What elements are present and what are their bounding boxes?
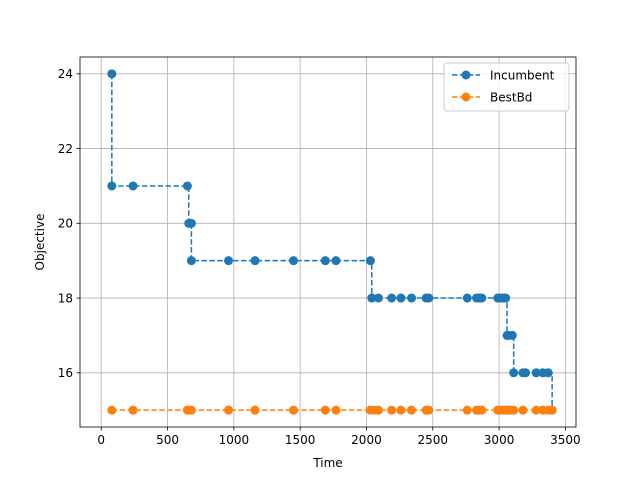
data-point — [128, 181, 138, 191]
data-point — [462, 293, 472, 303]
x-tick-label: 1000 — [219, 433, 250, 447]
data-point — [407, 405, 417, 415]
data-point — [531, 405, 541, 415]
data-point — [424, 293, 434, 303]
y-tick-label: 24 — [58, 67, 73, 81]
data-point — [367, 293, 377, 303]
x-tick-label: 2500 — [417, 433, 448, 447]
data-point — [186, 405, 196, 415]
data-point — [477, 405, 487, 415]
y-tick-label: 20 — [58, 217, 73, 231]
data-point — [224, 405, 234, 415]
plot-area — [80, 57, 576, 427]
x-tick-label: 2000 — [351, 433, 382, 447]
data-point — [531, 368, 541, 378]
series-incumbent — [107, 69, 557, 415]
legend-box — [443, 62, 570, 112]
series-bestbd — [107, 405, 557, 415]
data-point — [250, 256, 260, 266]
x-tick-label: 1500 — [285, 433, 316, 447]
legend-label: BestBd — [490, 90, 532, 104]
y-axis-label: Objective — [33, 214, 47, 271]
x-axis-ticks: 0 500 1000 1500 2000 2500 3000 3500 — [97, 427, 581, 447]
data-point — [320, 405, 330, 415]
data-point — [396, 405, 406, 415]
x-tick-label: 500 — [156, 433, 179, 447]
data-point — [224, 256, 234, 266]
x-axis-label: Time — [312, 456, 342, 470]
data-point — [396, 293, 406, 303]
data-point — [107, 69, 117, 79]
data-point — [547, 405, 557, 415]
y-tick-label: 18 — [58, 291, 73, 305]
y-tick-label: 22 — [58, 142, 73, 156]
data-point — [365, 256, 375, 266]
data-point — [477, 293, 487, 303]
plot-frame — [79, 56, 577, 428]
data-point — [289, 405, 299, 415]
data-point — [407, 293, 417, 303]
data-point — [501, 293, 511, 303]
data-point — [289, 256, 299, 266]
y-tick-label: 16 — [58, 366, 73, 380]
x-tick-label: 3000 — [484, 433, 515, 447]
data-point — [373, 293, 383, 303]
data-point — [186, 218, 196, 228]
legend: Incumbent BestBd — [443, 62, 570, 112]
data-point — [331, 256, 341, 266]
data-point — [462, 405, 472, 415]
data-point — [250, 405, 260, 415]
legend-swatch-marker — [461, 70, 471, 80]
data-point — [509, 405, 519, 415]
data-point — [182, 181, 192, 191]
data-point — [107, 405, 117, 415]
data-point — [387, 405, 397, 415]
series-line — [111, 73, 553, 411]
data-point — [387, 293, 397, 303]
series-layer — [107, 69, 557, 415]
data-point — [518, 405, 528, 415]
data-point — [424, 405, 434, 415]
data-point — [507, 330, 517, 340]
legend-swatch-marker — [461, 92, 471, 102]
y-axis-ticks: 16 18 20 22 24 — [58, 67, 80, 380]
legend-label: Incumbent — [490, 68, 555, 82]
data-point — [509, 368, 519, 378]
x-tick-label: 3500 — [550, 433, 581, 447]
data-point — [373, 405, 383, 415]
data-point — [186, 256, 196, 266]
data-point — [331, 405, 341, 415]
data-point — [320, 256, 330, 266]
data-point — [543, 368, 553, 378]
data-point — [128, 405, 138, 415]
data-point — [521, 368, 531, 378]
x-tick-label: 0 — [97, 433, 105, 447]
data-point — [107, 181, 117, 191]
